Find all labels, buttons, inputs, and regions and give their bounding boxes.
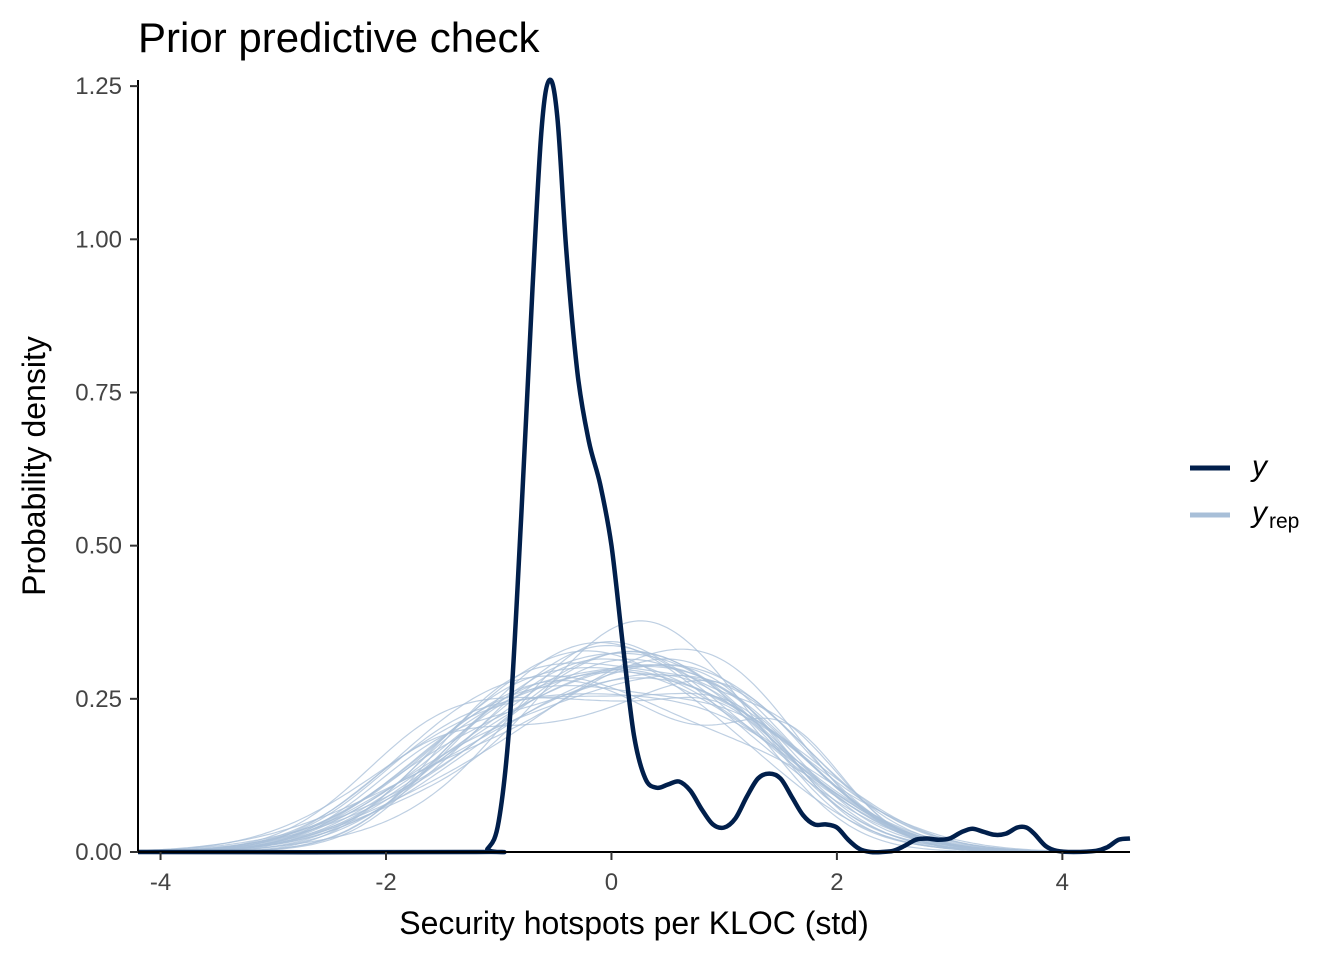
y-tick-label: 0.75 — [75, 379, 122, 406]
y-ticks: 0.00 0.25 0.50 0.75 1.00 1.25 — [75, 73, 138, 866]
x-tick-label: -4 — [150, 869, 171, 896]
x-tick-label: -2 — [375, 869, 396, 896]
x-tick-label: 0 — [605, 869, 618, 896]
legend-y-label: y — [1250, 450, 1269, 483]
yrep-density-line — [137, 674, 1130, 853]
yrep-density-line — [138, 664, 1130, 853]
legend-yrep-label: yrep — [1250, 496, 1299, 533]
yrep-density-line — [138, 665, 1130, 853]
y-tick-label: 0.25 — [75, 686, 122, 713]
yrep-density-line — [137, 658, 1131, 853]
x-ticks: -4 -2 0 2 4 — [150, 852, 1069, 896]
yrep-density-line — [138, 692, 1130, 853]
y-observed-line — [137, 77, 1131, 855]
yrep-density-line — [138, 669, 1130, 853]
yrep-density-line — [137, 680, 1130, 853]
yrep-density-line — [137, 679, 1130, 853]
x-tick-label: 2 — [830, 869, 843, 896]
yrep-density-line — [137, 658, 1130, 853]
yrep-density-line — [138, 664, 1130, 853]
legend: y yrep — [1190, 450, 1299, 533]
y-axis-title: Probability density — [16, 336, 52, 596]
yrep-lines — [137, 620, 1131, 853]
x-axis-title: Security hotspots per KLOC (std) — [399, 905, 869, 941]
yrep-density-line — [138, 644, 1130, 853]
yrep-density-line — [137, 677, 1130, 853]
y-tick-label: 0.00 — [75, 839, 122, 866]
yrep-density-line — [138, 651, 1130, 853]
y-tick-label: 0.50 — [75, 533, 122, 560]
yrep-density-line — [137, 684, 1130, 853]
yrep-density-line — [137, 693, 1130, 853]
x-tick-label: 4 — [1056, 869, 1069, 896]
yrep-density-line — [137, 650, 1130, 853]
chart-title: Prior predictive check — [138, 14, 540, 61]
yrep-density-line — [137, 650, 1130, 853]
yrep-density-line — [137, 658, 1130, 853]
y-tick-label: 1.25 — [75, 73, 122, 100]
yrep-density-line — [137, 652, 1130, 853]
yrep-density-line — [138, 662, 1130, 853]
y-tick-label: 1.00 — [75, 226, 122, 253]
yrep-density-line — [138, 664, 1130, 853]
